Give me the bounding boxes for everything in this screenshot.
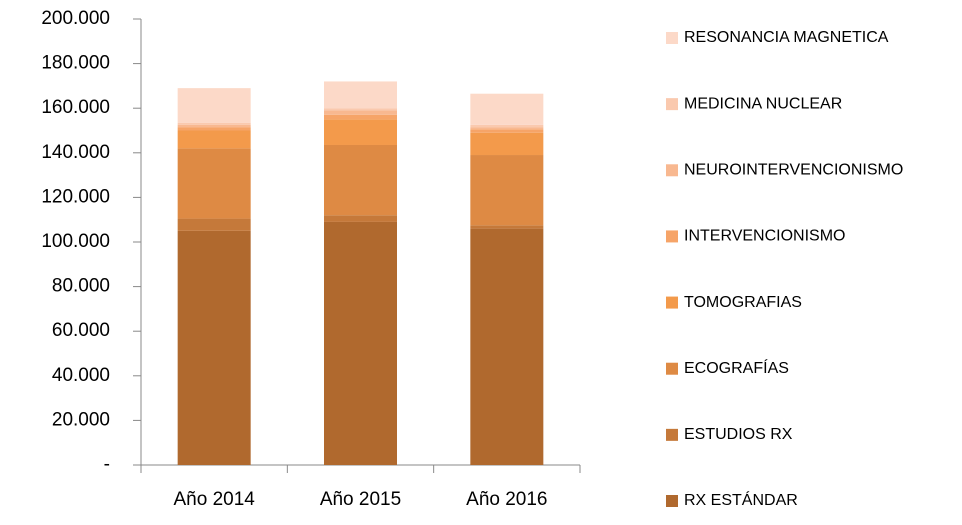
bar-segment	[177, 127, 251, 131]
bar-segment	[324, 221, 397, 465]
y-tick-label: 60.000	[52, 320, 110, 341]
bar-segment	[324, 108, 397, 111]
y-tick-label: 20.000	[52, 409, 110, 430]
x-tick-label: Año 2014	[173, 489, 255, 510]
legend-label: ESTUDIOS RX	[684, 426, 793, 443]
bar-segment	[177, 218, 251, 231]
bar-segment	[324, 119, 397, 145]
bar-segment	[177, 88, 251, 123]
bar-segment	[470, 129, 544, 133]
bar-segment	[470, 93, 544, 125]
x-tick-label: Año 2016	[466, 489, 547, 510]
legend-label: ECOGRAFÍAS	[684, 358, 789, 377]
bar-segment	[324, 114, 397, 120]
bar-segment	[324, 110, 397, 115]
y-tick-label: 80.000	[52, 276, 110, 297]
legend-swatch	[666, 98, 678, 111]
bar-segment	[470, 127, 544, 130]
bar-segment	[324, 215, 397, 222]
y-tick-label: 100.000	[41, 231, 110, 252]
x-tick-label: Año 2015	[320, 489, 401, 510]
bar-segment	[470, 155, 544, 226]
y-tick-label: 140.000	[41, 142, 110, 163]
legend-label: MEDICINA NUCLEAR	[684, 95, 842, 112]
bar-segment	[470, 124, 544, 128]
y-tick-label: 160.000	[41, 97, 110, 118]
legend-swatch	[666, 495, 678, 507]
bar-segment	[177, 230, 251, 465]
bar-segment	[470, 225, 544, 229]
legend-label: RESONANCIA MAGNETICA	[684, 29, 889, 46]
legend-swatch	[666, 428, 678, 441]
legend-swatch	[666, 230, 678, 243]
bar-segment	[177, 124, 251, 128]
legend-swatch	[666, 164, 678, 177]
bar-segment	[177, 130, 251, 149]
y-tick-label: 180.000	[41, 53, 110, 74]
legend-label: TOMOGRAFIAS	[684, 294, 802, 311]
y-tick-label: 40.000	[52, 365, 110, 386]
bar-segment	[177, 148, 251, 219]
legend-swatch	[666, 362, 678, 375]
bar-segment	[324, 81, 397, 109]
legend-label: INTERVENCIONISMO	[684, 228, 846, 245]
y-tick-label: 200.000	[41, 8, 110, 29]
bar-segment	[324, 144, 397, 216]
legend-swatch	[666, 296, 678, 309]
legend-label: RX ESTÁNDAR	[684, 490, 798, 509]
bar-segment	[470, 228, 544, 465]
bar-segment	[177, 122, 251, 125]
y-tick-label: 120.000	[41, 186, 110, 207]
legend-label: NEUROINTERVENCIONISMO	[684, 162, 903, 179]
y-tick-label: -	[104, 454, 110, 475]
bar-segment	[470, 132, 544, 156]
legend-swatch	[666, 32, 678, 44]
